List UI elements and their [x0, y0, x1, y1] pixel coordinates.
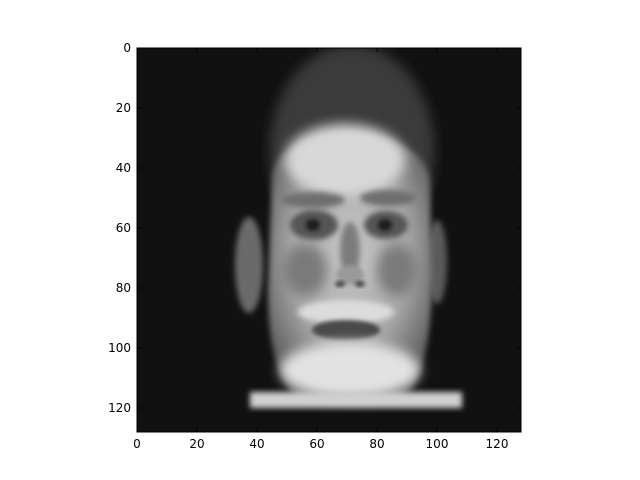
x-tick-label: 20 [189, 437, 204, 451]
axes-frame [136, 47, 522, 433]
left-nostril [335, 281, 345, 287]
x-axis-ticks: 0 20 40 60 80 100 120 [133, 48, 508, 451]
face-image [137, 48, 521, 432]
y-tick-label: 20 [116, 101, 131, 115]
y-tick-label: 60 [116, 221, 131, 235]
left-ear [235, 217, 263, 313]
right-brow [360, 190, 416, 206]
left-brow [281, 192, 345, 208]
nose-bridge [340, 222, 360, 278]
forehead-highlight [285, 124, 405, 196]
y-tick-label: 100 [108, 341, 131, 355]
neck-bottom [250, 392, 462, 408]
x-tick-label: 40 [249, 437, 264, 451]
y-tick-label: 120 [108, 401, 131, 415]
left-eye [306, 219, 320, 231]
x-tick-label: 60 [309, 437, 324, 451]
right-ear [427, 220, 447, 304]
y-axis-ticks: 0 20 40 60 80 100 120 [108, 41, 521, 415]
y-tick-label: 40 [116, 161, 131, 175]
mouth [312, 320, 380, 340]
x-tick-label: 0 [133, 437, 141, 451]
upper-lip-highlight [298, 300, 394, 324]
y-tick-label: 0 [123, 41, 131, 55]
x-tick-label: 100 [426, 437, 449, 451]
right-nostril [355, 281, 365, 287]
x-tick-label: 80 [369, 437, 384, 451]
right-eye [378, 219, 392, 231]
left-cheek [283, 244, 327, 296]
x-tick-label: 120 [486, 437, 509, 451]
right-cheek [377, 244, 417, 296]
y-tick-label: 80 [116, 281, 131, 295]
nose-tip [336, 265, 364, 285]
chin-highlight [280, 342, 420, 398]
